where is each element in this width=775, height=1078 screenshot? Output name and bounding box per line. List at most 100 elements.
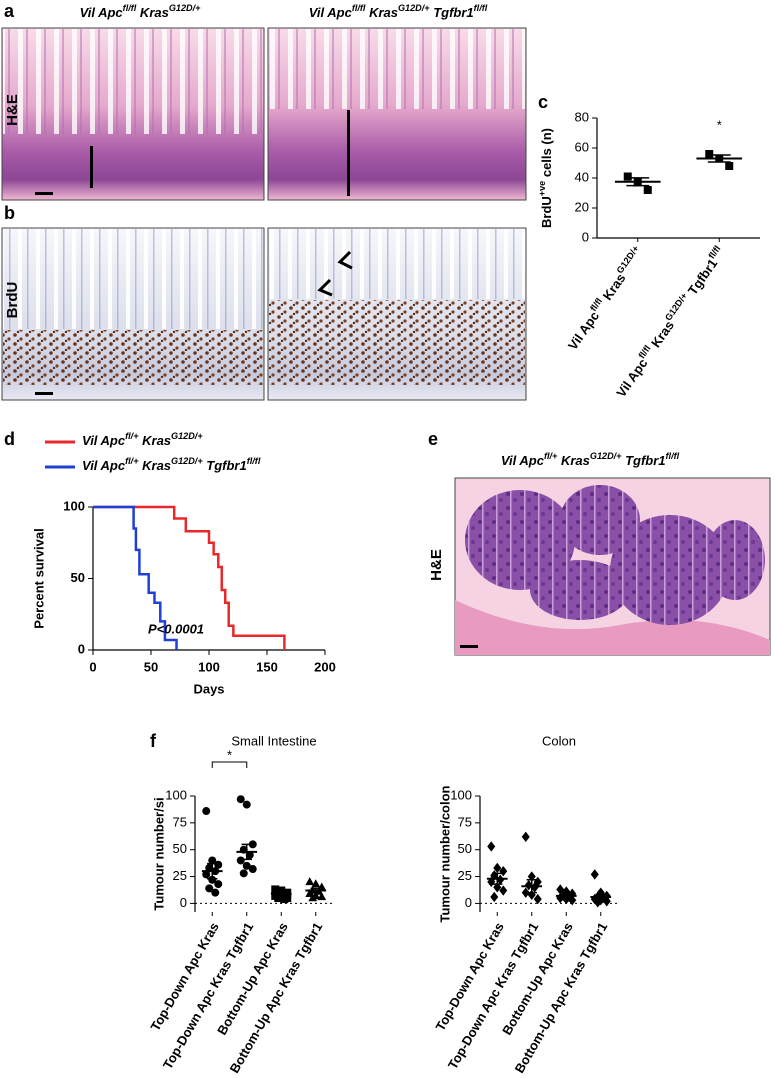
text-run: cells (n) — [539, 128, 554, 181]
x-tick-label: 200 — [314, 659, 336, 674]
text-run: Tgfbr1 — [430, 5, 474, 20]
error-bar — [626, 177, 650, 187]
point — [602, 896, 611, 907]
point — [490, 891, 499, 903]
y-tick-label: 50 — [458, 841, 472, 856]
point — [524, 879, 533, 891]
text-run: Vil Apc — [80, 5, 124, 20]
text-run: Vil Apc — [309, 5, 353, 20]
y-tick-label: 0 — [465, 895, 472, 910]
point — [214, 860, 223, 869]
text-run: +ve — [537, 181, 547, 196]
text-run: G12D/+ — [171, 431, 203, 441]
text-run: G12D/+ — [615, 244, 641, 276]
y-axis-label: Tumour number/si — [151, 797, 166, 910]
text-run: Kras — [646, 318, 677, 353]
point — [623, 172, 632, 181]
y-tick-label: 100 — [63, 498, 85, 513]
point — [521, 831, 530, 843]
point — [211, 888, 220, 897]
point — [239, 869, 248, 878]
text-run: Vil Apc — [565, 309, 602, 353]
point — [236, 856, 245, 865]
x-tick-label: 50 — [144, 659, 158, 674]
row-label: H&E — [428, 549, 445, 581]
y-tick-label: 75 — [458, 814, 472, 829]
text-run: fl/fl — [666, 451, 680, 461]
y-tick-label: 75 — [173, 814, 187, 829]
point — [205, 884, 214, 893]
y-tick-label: 25 — [173, 868, 187, 883]
point — [705, 150, 714, 158]
legend-label: Vil Apcfl/+ KrasG12D/+ Tgfbr1fl/fl — [82, 456, 261, 473]
point — [271, 885, 280, 894]
panel-header: Vil Apcfl/fl KrasG12D/+ — [80, 3, 202, 20]
point — [236, 795, 245, 804]
text-run: fl/fl — [474, 3, 488, 13]
point — [274, 894, 283, 903]
point — [311, 879, 321, 888]
point — [487, 841, 496, 852]
text-run: G12D/+ — [169, 3, 201, 13]
text-run: fl/fl — [247, 456, 261, 466]
point — [643, 186, 652, 194]
text-run: G12D/+ — [398, 3, 430, 13]
point — [308, 893, 318, 902]
text-run: Vil Apc — [501, 453, 545, 468]
error-bar — [595, 893, 606, 901]
row-label: BrdU — [4, 282, 21, 319]
panel-header: Vil Apcfl/fl KrasG12D/+ Tgfbr1fl/fl — [309, 3, 488, 20]
chart-title: Small Intestine — [231, 733, 316, 748]
point — [556, 892, 565, 904]
error-bar — [526, 879, 537, 894]
point — [208, 875, 217, 884]
text-run: G12D/+ — [590, 451, 622, 461]
point — [245, 851, 254, 860]
survival-line — [93, 505, 286, 650]
text-run: Kras — [365, 5, 398, 20]
micrograph-a-left — [1, 27, 265, 201]
error-bar — [561, 893, 572, 899]
point — [202, 870, 211, 879]
text-run: G12D/+ — [171, 456, 203, 466]
survival-line — [93, 505, 178, 650]
y-tick-label: 50 — [173, 841, 187, 856]
y-axis-label: Percent survival — [31, 528, 46, 628]
panel-label: f — [150, 731, 157, 751]
point — [590, 869, 599, 880]
text-run: fl/+ — [125, 456, 139, 466]
panel-label: c — [538, 92, 548, 112]
y-tick-label: 100 — [450, 787, 472, 802]
point — [208, 856, 217, 865]
text-run: Vil Apc — [82, 433, 126, 448]
text-run: Kras — [139, 433, 172, 448]
text-run: G12D/+ — [663, 291, 689, 323]
point — [305, 877, 315, 886]
y-tick-label: 20 — [575, 199, 589, 214]
micrograph-e — [454, 477, 771, 656]
point — [499, 885, 508, 896]
error-bar — [241, 843, 252, 861]
x-tick-label: 0 — [89, 659, 96, 674]
y-axis-label: Tumour number/colon — [437, 785, 452, 922]
error-bar — [276, 891, 287, 897]
point — [214, 880, 223, 889]
text-run: Kras — [598, 271, 629, 306]
y-tick-label: 0 — [582, 229, 589, 244]
text-run: fl/+ — [125, 431, 139, 441]
point — [521, 887, 530, 898]
legend-label: Vil Apcfl/+ KrasG12D/+ — [82, 431, 203, 448]
error-bar — [707, 154, 731, 163]
panel-label: e — [428, 429, 438, 449]
text-run: Kras — [139, 458, 172, 473]
y-axis-label: BrdU+ve cells (n) — [537, 128, 554, 228]
point — [562, 886, 571, 897]
x-axis-label: Days — [193, 681, 224, 696]
point — [242, 861, 251, 870]
significance-bracket — [211, 761, 248, 768]
point — [248, 865, 257, 874]
text-run: Kras — [557, 453, 590, 468]
text-run: Tgfbr1 — [621, 453, 665, 468]
x-tick-label: Vil Apcfl/fl KrasG12D/+ — [564, 244, 647, 353]
error-bar — [310, 887, 321, 894]
